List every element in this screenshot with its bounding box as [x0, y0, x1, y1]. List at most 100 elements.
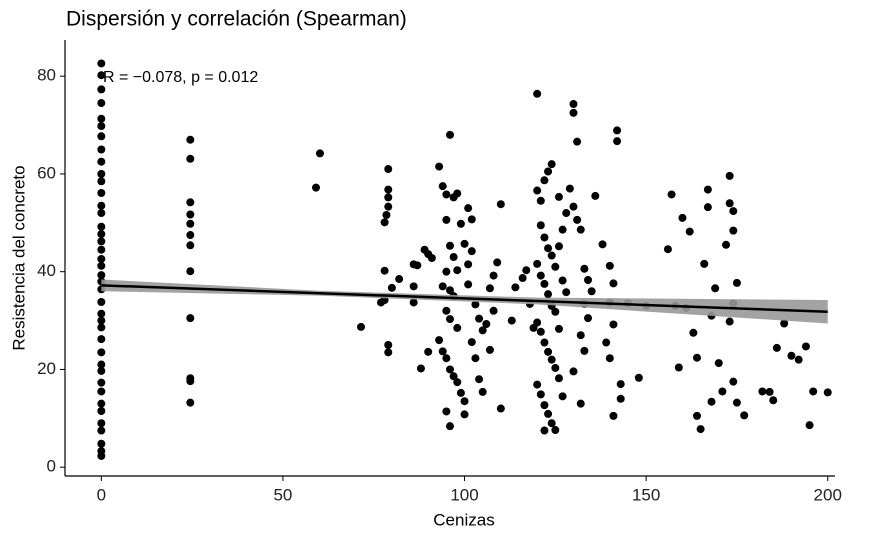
point	[576, 225, 585, 234]
point	[464, 204, 473, 213]
point	[533, 186, 542, 195]
point	[605, 261, 614, 270]
point	[540, 426, 549, 435]
point	[616, 380, 625, 389]
point	[97, 323, 106, 332]
point	[435, 162, 444, 171]
point	[569, 108, 578, 117]
point	[544, 290, 553, 299]
y-tick-label: 60	[37, 163, 56, 182]
point	[97, 254, 106, 263]
point	[591, 191, 600, 200]
point	[507, 316, 516, 325]
point	[544, 167, 553, 176]
point	[584, 275, 593, 284]
point	[456, 388, 465, 397]
point	[442, 306, 451, 315]
point	[485, 345, 494, 354]
point	[97, 59, 106, 68]
point	[711, 284, 720, 293]
point	[554, 374, 563, 383]
point	[97, 114, 106, 123]
point	[97, 419, 106, 428]
point	[186, 198, 195, 207]
point	[489, 306, 498, 315]
point	[540, 176, 549, 185]
y-axis-label: Resistencia del concreto	[9, 165, 28, 350]
confidence-band	[101, 279, 828, 324]
point	[453, 323, 462, 332]
point	[533, 318, 542, 327]
point	[449, 253, 458, 262]
y-tick-label: 80	[37, 66, 56, 85]
point	[674, 363, 683, 372]
point	[533, 89, 542, 98]
point	[584, 314, 593, 323]
point	[794, 355, 803, 364]
point	[547, 160, 556, 169]
point	[97, 222, 106, 231]
point	[787, 351, 796, 360]
point	[562, 209, 571, 218]
point	[478, 326, 487, 335]
point	[718, 387, 727, 396]
point	[609, 411, 618, 420]
point	[186, 135, 195, 144]
point	[97, 122, 106, 131]
point	[533, 259, 542, 268]
point	[573, 215, 582, 224]
point	[97, 297, 106, 306]
point	[97, 406, 106, 415]
point	[801, 342, 810, 351]
point	[97, 426, 106, 435]
point	[554, 242, 563, 251]
point	[569, 100, 578, 109]
point	[97, 99, 106, 108]
point	[714, 359, 723, 368]
point	[703, 185, 712, 194]
point	[384, 341, 393, 350]
point	[725, 199, 734, 208]
point	[707, 397, 716, 406]
x-tick-label: 150	[632, 485, 660, 504]
point	[551, 262, 560, 271]
point	[186, 219, 195, 228]
point	[186, 154, 195, 163]
point	[97, 237, 106, 246]
point	[464, 280, 473, 289]
point	[729, 226, 738, 235]
point	[424, 347, 433, 356]
point	[518, 274, 527, 283]
point	[580, 346, 589, 355]
point	[496, 200, 505, 209]
point	[725, 171, 734, 180]
point	[380, 218, 389, 227]
point	[97, 209, 106, 218]
point	[186, 231, 195, 240]
point	[464, 260, 473, 269]
point	[97, 309, 106, 318]
point	[565, 184, 574, 193]
point	[357, 322, 366, 331]
point	[467, 215, 476, 224]
point	[449, 372, 458, 381]
point	[551, 307, 560, 316]
point	[580, 264, 589, 273]
point	[769, 396, 778, 405]
point	[554, 324, 563, 333]
point	[442, 267, 451, 276]
point	[602, 338, 611, 347]
y-tick-label: 0	[47, 457, 56, 476]
x-tick-label: 100	[450, 485, 478, 504]
point	[97, 360, 106, 369]
point	[427, 254, 436, 262]
point	[446, 130, 454, 139]
point	[569, 202, 578, 211]
point	[544, 409, 553, 418]
point	[442, 215, 451, 224]
point	[732, 398, 741, 407]
x-tick-label: 200	[814, 485, 842, 504]
y-tick-label: 40	[37, 261, 56, 280]
point	[416, 364, 425, 373]
